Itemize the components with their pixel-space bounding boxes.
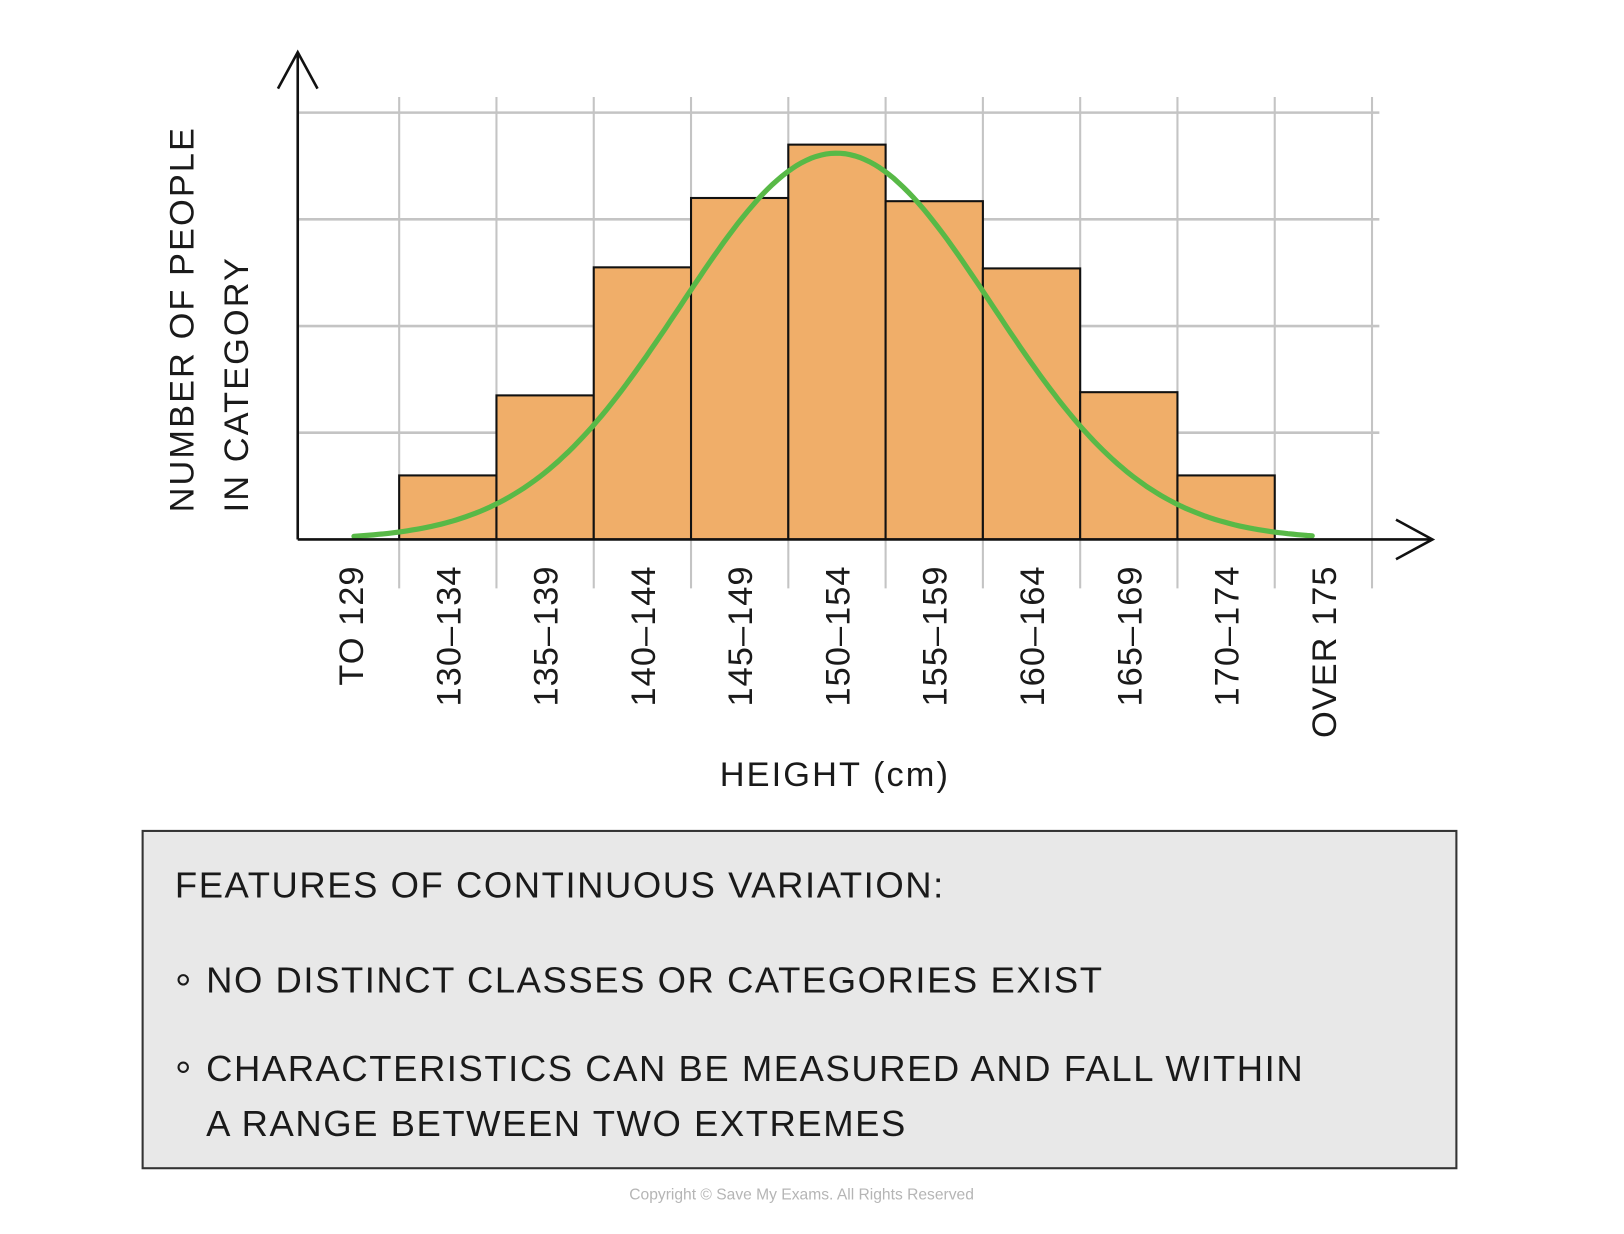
x-tick-labels: TO 129 130–134 135–139 140–144 145–149 150–15… [333,565,1344,738]
y-axis-arrow-icon [276,49,319,90]
axes [276,49,1436,561]
bullet-icon [177,974,189,986]
normal-distribution-curve [351,150,1315,539]
bullet-text: CHARACTERISTICS CAN BE MEASURED AND FALL… [206,1048,1304,1089]
features-box: FEATURES OF CONTINUOUS VARIATION: NO DIS… [141,829,1458,1170]
x-tick-label: 160–164 [1014,565,1052,706]
bar-145–149 [689,196,790,541]
x-axis-label: HEIGHT (cm) [720,756,950,794]
x-tick-label: TO 129 [333,565,371,685]
x-tick-label: 155–159 [917,565,955,706]
x-tick-label: 130–134 [430,565,468,706]
bar-135–139 [495,394,595,541]
bar-165–169 [1079,391,1179,541]
bars [398,143,1276,541]
x-tick-label: OVER 175 [1306,565,1344,738]
bar-155–159 [884,200,984,541]
x-tick-label: 150–154 [819,565,857,706]
x-tick-label: 135–139 [528,565,566,706]
x-tick-label: 145–149 [722,565,760,706]
x-tick-label: 165–169 [1111,565,1149,706]
y-axis-label-line1: NUMBER OF PEOPLE [164,126,202,512]
features-heading: FEATURES OF CONTINUOUS VARIATION: [175,865,945,906]
copyright-notice: Copyright © Save My Exams. All Rights Re… [629,1186,974,1203]
features-box-background [141,829,1458,1170]
x-tick-label: 170–174 [1209,565,1247,706]
bar-150–154 [787,143,887,541]
bullet-text: NO DISTINCT CLASSES OR CATEGORIES EXIST [206,959,1103,1000]
x-axis-arrow-icon [1395,518,1436,561]
bullet-icon [177,1061,189,1073]
y-axis-label-line2: IN CATEGORY [218,256,256,512]
bullet-text-continued: A RANGE BETWEEN TWO EXTREMES [206,1103,907,1144]
x-tick-label: 140–144 [625,565,663,706]
